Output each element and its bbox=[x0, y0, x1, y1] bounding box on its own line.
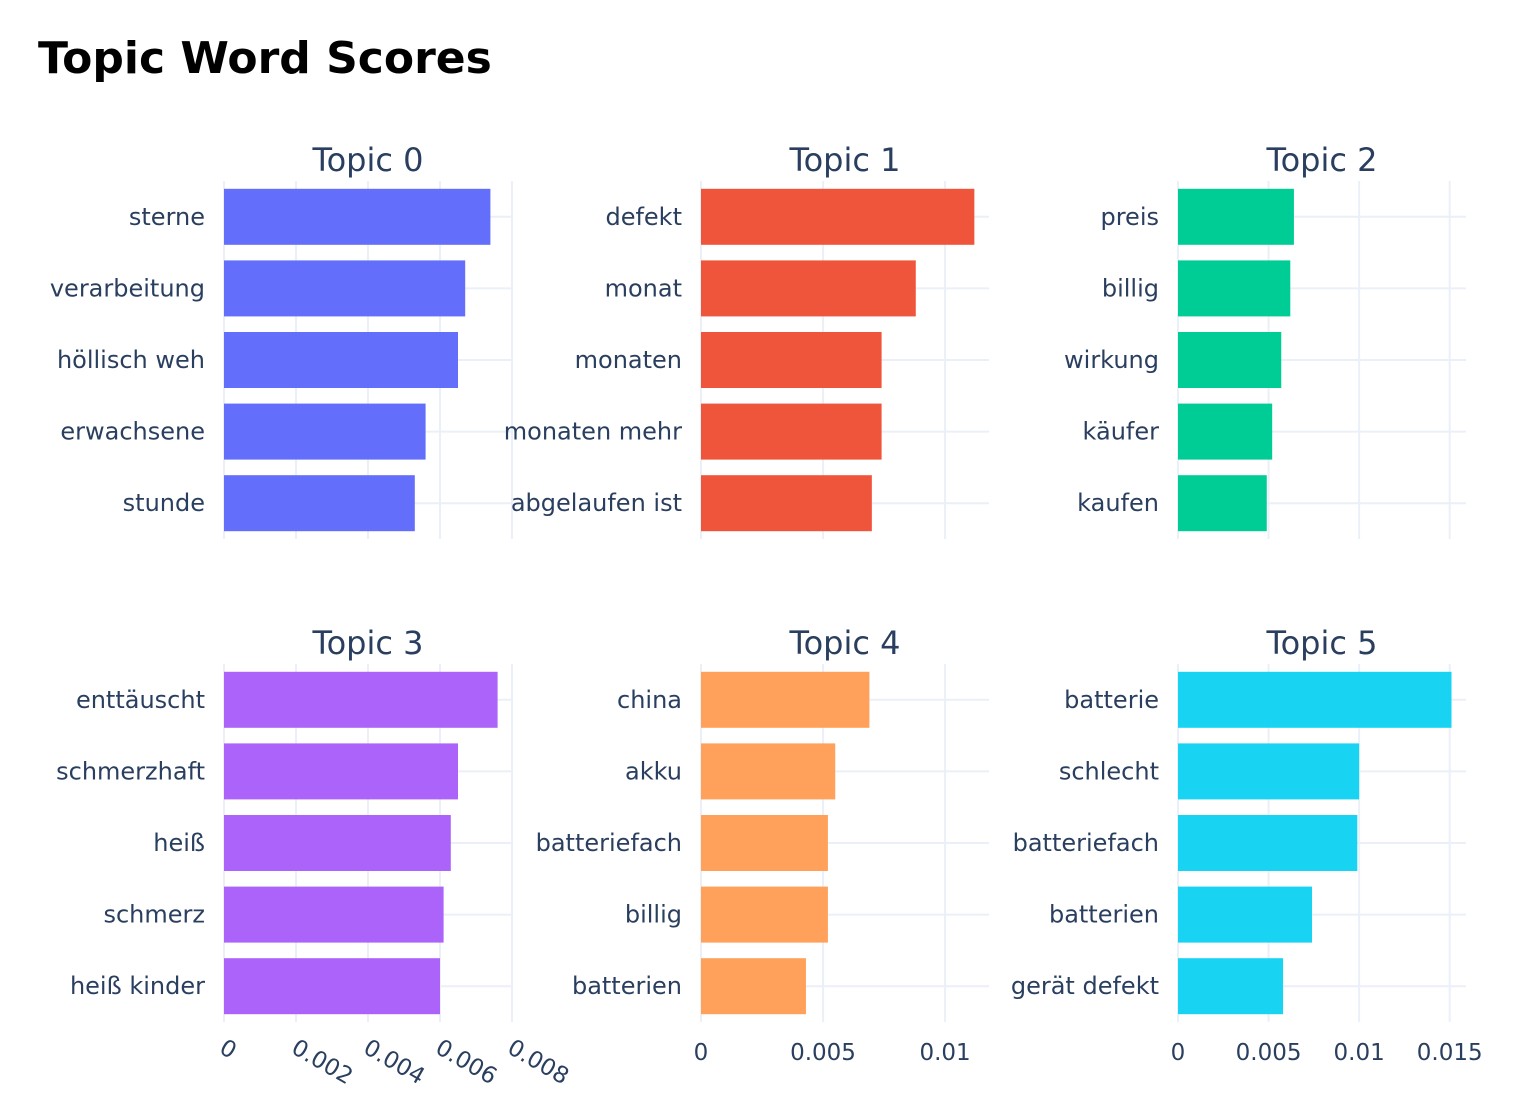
category-label: preis bbox=[1100, 203, 1159, 231]
subplot-title: Topic 3 bbox=[311, 624, 423, 662]
category-label: stunde bbox=[123, 489, 205, 517]
x-tick-label: 0.008 bbox=[503, 1035, 573, 1090]
bar-verarbeitung[interactable] bbox=[224, 260, 466, 317]
bar-kaufen[interactable] bbox=[1178, 475, 1267, 532]
category-label: erwachsene bbox=[60, 418, 205, 446]
bar-höllisch-weh[interactable] bbox=[224, 332, 458, 388]
x-tick-label: 0.002 bbox=[287, 1035, 357, 1090]
x-tick-label: 0.005 bbox=[1236, 1040, 1302, 1066]
category-label: schlecht bbox=[1059, 757, 1159, 785]
subplot-topic-1: Topic 1 defekt monat monaten monaten mehr abg… bbox=[504, 141, 989, 539]
bar-monaten-mehr[interactable] bbox=[701, 403, 882, 460]
subplot-title: Topic 5 bbox=[1265, 624, 1377, 662]
bar-monaten[interactable] bbox=[701, 332, 882, 388]
bar-käufer[interactable] bbox=[1178, 403, 1273, 460]
bar-schmerzhaft[interactable] bbox=[224, 743, 458, 800]
subplot-title: Topic 0 bbox=[311, 141, 423, 179]
bar-batterien[interactable] bbox=[1178, 886, 1313, 943]
bar-preis[interactable] bbox=[1178, 188, 1294, 245]
category-label: schmerzhaft bbox=[56, 757, 205, 785]
x-tick-label: 0.01 bbox=[1334, 1040, 1385, 1066]
category-label: china bbox=[617, 686, 682, 714]
category-label: monaten bbox=[575, 346, 682, 374]
x-tick-label: 0.004 bbox=[359, 1035, 429, 1090]
bar-sterne[interactable] bbox=[224, 188, 491, 245]
category-label: sterne bbox=[129, 203, 205, 231]
category-label: höllisch weh bbox=[57, 346, 205, 374]
bar-defekt[interactable] bbox=[701, 188, 975, 245]
category-label: batterien bbox=[572, 972, 682, 1000]
subplot-topic-5: Topic 5 batterie schlecht batteriefach batte… bbox=[1011, 624, 1483, 1066]
category-label: defekt bbox=[605, 203, 682, 231]
bar-batteriefach[interactable] bbox=[701, 815, 828, 871]
bar-heiß[interactable] bbox=[224, 815, 451, 871]
category-label: enttäuscht bbox=[76, 686, 205, 714]
bar-schmerz[interactable] bbox=[224, 886, 444, 943]
bar-monat[interactable] bbox=[701, 260, 916, 317]
x-tick-label: 0.01 bbox=[919, 1040, 970, 1066]
bar-batterie[interactable] bbox=[1178, 671, 1452, 728]
bar-gerät-defekt[interactable] bbox=[1178, 958, 1284, 1015]
subplot-title: Topic 2 bbox=[1265, 141, 1377, 179]
bar-heiß-kinder[interactable] bbox=[224, 958, 440, 1015]
x-tick-label: 0 bbox=[694, 1040, 709, 1066]
subplot-topic-3: Topic 3 enttäuscht schmerzhaft heiß schmerz h… bbox=[56, 624, 573, 1090]
chart-title: Topic Word Scores bbox=[38, 33, 492, 84]
category-label: heiß kinder bbox=[70, 972, 205, 1000]
bar-schlecht[interactable] bbox=[1178, 743, 1360, 800]
category-label: billig bbox=[1102, 274, 1159, 302]
subplot-title: Topic 4 bbox=[788, 624, 900, 662]
category-label: billig bbox=[625, 901, 682, 929]
x-tick-label: 0 bbox=[215, 1035, 241, 1065]
bar-china[interactable] bbox=[701, 671, 870, 728]
subplot-topic-0: Topic 0 sterne verarbeitung höllisch weh erw… bbox=[50, 141, 513, 539]
bar-enttäuscht[interactable] bbox=[224, 671, 498, 728]
category-label: batterien bbox=[1049, 901, 1159, 929]
x-tick-label: 0.005 bbox=[790, 1040, 856, 1066]
category-label: akku bbox=[625, 757, 682, 785]
category-label: abgelaufen ist bbox=[511, 489, 682, 517]
x-tick-label: 0.006 bbox=[431, 1035, 501, 1090]
subplot-grid: Topic 0 sterne verarbeitung höllisch weh erw… bbox=[50, 141, 1483, 1090]
category-label: monat bbox=[605, 274, 682, 302]
bar-stunde[interactable] bbox=[224, 475, 415, 532]
category-label: kaufen bbox=[1077, 489, 1159, 517]
category-label: gerät defekt bbox=[1011, 972, 1159, 1000]
category-label: monaten mehr bbox=[504, 418, 682, 446]
bar-akku[interactable] bbox=[701, 743, 836, 800]
category-label: batteriefach bbox=[536, 829, 682, 857]
category-label: batterie bbox=[1064, 686, 1159, 714]
x-tick-label: 0.015 bbox=[1417, 1040, 1483, 1066]
bar-billig[interactable] bbox=[1178, 260, 1291, 317]
category-label: schmerz bbox=[103, 901, 205, 929]
subplot-title: Topic 1 bbox=[788, 141, 900, 179]
subplot-topic-4: Topic 4 china akku batteriefach billig batter… bbox=[536, 624, 989, 1066]
bar-batterien[interactable] bbox=[701, 958, 806, 1015]
category-label: käufer bbox=[1083, 418, 1160, 446]
bar-wirkung[interactable] bbox=[1178, 332, 1282, 388]
bar-batteriefach[interactable] bbox=[1178, 815, 1358, 871]
x-tick-label: 0 bbox=[1171, 1040, 1186, 1066]
bar-abgelaufen-ist[interactable] bbox=[701, 475, 872, 532]
category-label: heiß bbox=[153, 829, 205, 857]
bar-erwachsene[interactable] bbox=[224, 403, 426, 460]
bar-billig[interactable] bbox=[701, 886, 828, 943]
subplot-topic-2: Topic 2 preis billig wirkung käufer kaufen bbox=[1064, 141, 1466, 539]
category-label: batteriefach bbox=[1013, 829, 1159, 857]
category-label: verarbeitung bbox=[50, 274, 205, 302]
category-label: wirkung bbox=[1064, 346, 1159, 374]
